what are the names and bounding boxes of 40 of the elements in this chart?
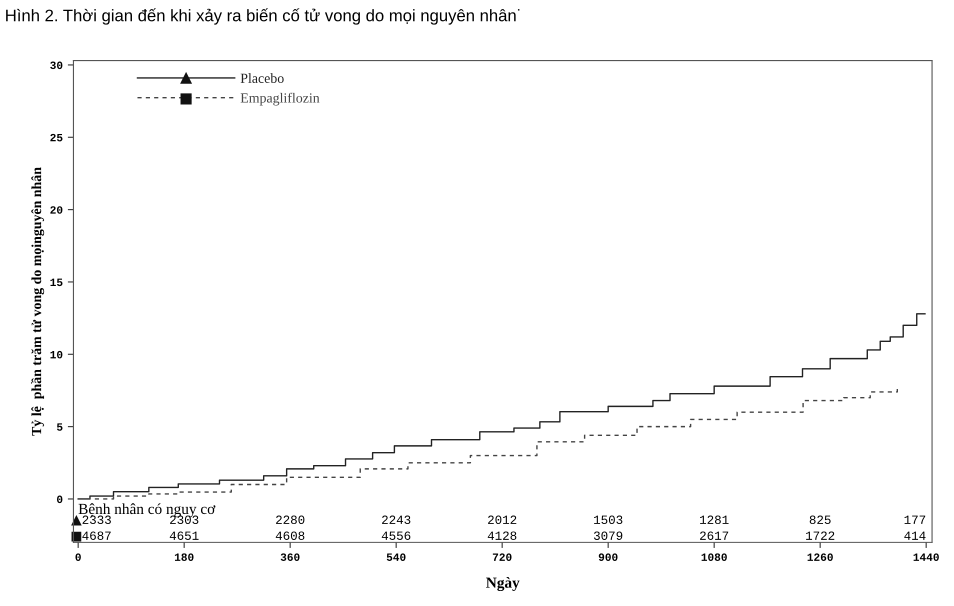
annotation: 2617 — [700, 531, 728, 540]
text: Empagliflozin — [240, 92, 320, 106]
annotation: 2280 — [276, 516, 304, 524]
annotation: 825 — [810, 516, 831, 524]
y-tick-label: 25 — [50, 134, 62, 142]
annotation: 2012 — [488, 516, 516, 524]
x-tick-label: 900 — [598, 553, 618, 561]
y-tick-label: 30 — [50, 62, 62, 70]
x-tick-label: 540 — [386, 553, 406, 561]
annotation: 4128 — [488, 531, 516, 540]
x-tick-label: 1440 — [914, 553, 939, 561]
annotation: 2333 — [82, 516, 111, 524]
y-axis-title: Tỷ lệ phần trăm tử vong do mọinguyên nhân — [30, 167, 44, 436]
x-axis-title: Ngày — [486, 577, 520, 592]
y-tick-label: 5 — [56, 423, 62, 431]
annotation: 2303 — [170, 516, 198, 524]
y-tick-label: 15 — [50, 278, 62, 286]
text: Placebo — [240, 73, 284, 83]
annotation: 414 — [904, 532, 926, 540]
x-tick-label: 1260 — [808, 553, 833, 561]
annotation: 2243 — [382, 516, 410, 524]
x-tick-label: 180 — [174, 553, 194, 561]
x-tick-label: 720 — [492, 553, 512, 561]
annotation: 177 — [904, 516, 926, 524]
y-tick-label: 0 — [57, 496, 62, 504]
y-tick-label: 20 — [50, 206, 62, 214]
annotation: 4556 — [382, 531, 410, 540]
annotation: 4687 — [82, 531, 111, 540]
y-tick-label: 10 — [50, 350, 62, 358]
annotation: 4608 — [276, 531, 304, 540]
x-tick-label: 0 — [75, 553, 81, 561]
x-tick-label: 1080 — [702, 553, 727, 561]
annotation: 1503 — [594, 516, 622, 524]
x-tick-label: 360 — [280, 553, 300, 561]
annotation: 4651 — [170, 531, 199, 540]
annotation: 3079 — [594, 531, 622, 540]
chart-title: Hình 2. Thời gian đến khi xảy ra biến cố tử vong do mọi nguyên nhân˙ — [6, 8, 520, 25]
annotation: Bệnh nhân có nguy cơ — [78, 503, 216, 518]
annotation: 1281 — [700, 516, 729, 524]
annotation: 1722 — [806, 531, 834, 540]
